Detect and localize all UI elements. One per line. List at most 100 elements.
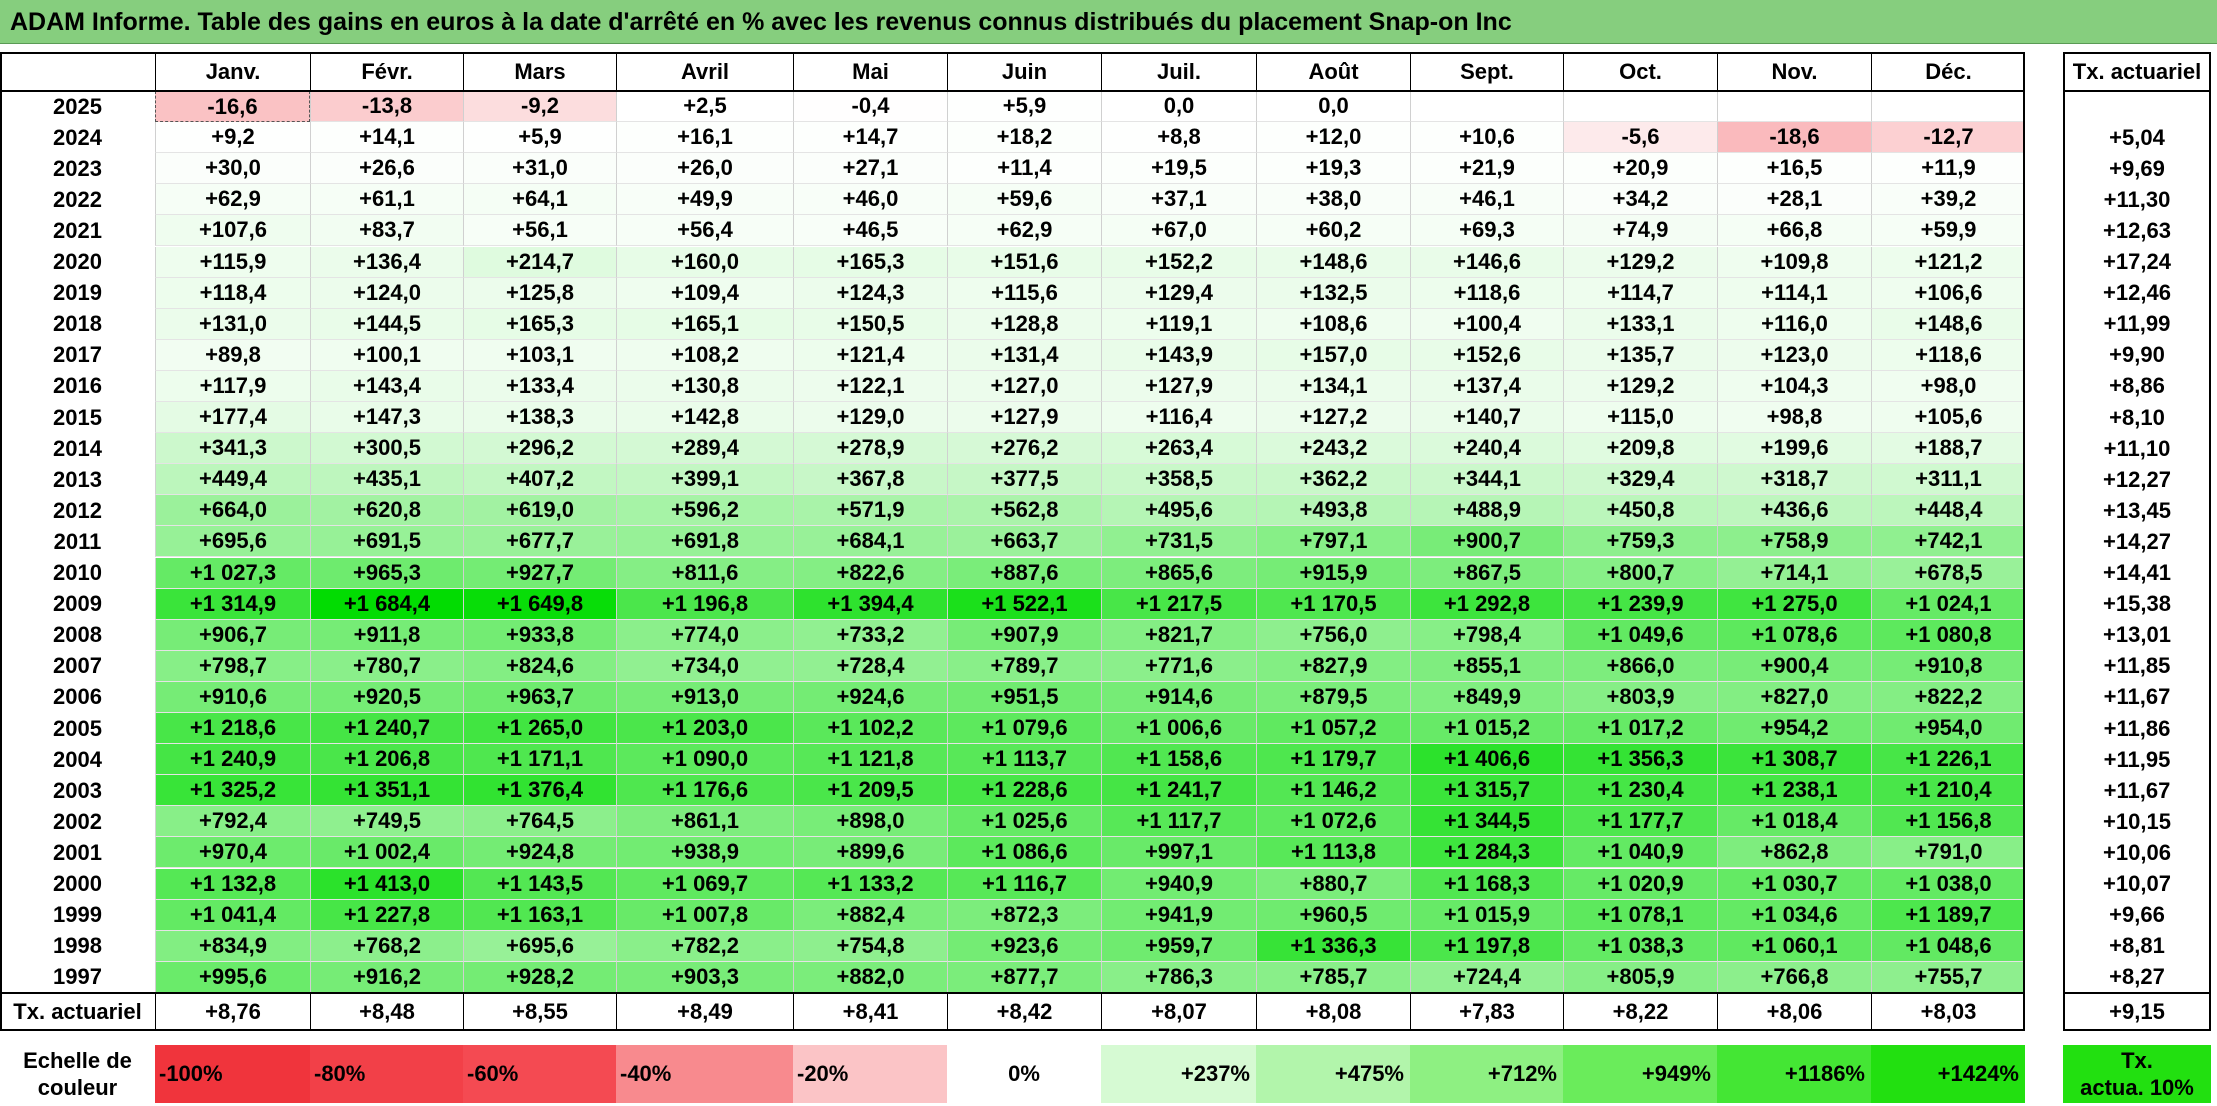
value-cell: +118,4 [155, 277, 310, 309]
value-cell: +1 027,3 [155, 557, 310, 589]
value-cell: +16,5 [1717, 153, 1871, 185]
value-cell: +5,9 [947, 91, 1101, 123]
rate-cell [2063, 91, 2211, 122]
value-cell: +124,3 [793, 277, 947, 309]
rate-cell: +8,81 [2109, 933, 2165, 959]
rate-cell: +9,69 [2109, 155, 2165, 181]
value-cell: +130,8 [616, 370, 793, 402]
value-cell: +960,5 [1256, 899, 1410, 931]
value-cell: +970,4 [155, 837, 310, 869]
value-cell: +344,1 [1410, 464, 1563, 496]
value-cell: +1 006,6 [1101, 713, 1256, 745]
month-header: Avril [616, 52, 793, 91]
color-scale-step: 0% [947, 1045, 1101, 1103]
value-cell: +1 049,6 [1563, 619, 1717, 651]
value-cell: +142,8 [616, 402, 793, 434]
value-cell: +1 018,4 [1717, 806, 1871, 838]
value-cell: +811,6 [616, 557, 793, 589]
value-cell: +1 086,6 [947, 837, 1101, 869]
value-cell: +61,1 [310, 184, 463, 216]
value-cell: +124,0 [310, 277, 463, 309]
year-label: 2019 [53, 280, 102, 306]
value-cell: +923,6 [947, 930, 1101, 962]
month-header: Juil. [1101, 52, 1256, 91]
value-cell: +910,8 [1871, 650, 2025, 682]
value-cell: +74,9 [1563, 215, 1717, 247]
value-cell: +318,7 [1717, 464, 1871, 496]
value-cell [1563, 91, 1717, 123]
value-cell: +1 196,8 [616, 588, 793, 620]
value-cell: -18,6 [1717, 122, 1871, 154]
value-cell: +146,6 [1410, 246, 1563, 278]
value-cell: +1 080,8 [1871, 619, 2025, 651]
color-scale-step: +1424% [1871, 1045, 2025, 1103]
color-scale-rate-line1: Tx. [2121, 1048, 2153, 1073]
value-cell: +115,9 [155, 246, 310, 278]
value-cell: +827,9 [1256, 650, 1410, 682]
value-cell: +131,4 [947, 339, 1101, 371]
value-cell: +1 038,3 [1563, 930, 1717, 962]
year-label: 2013 [53, 466, 102, 492]
value-cell: +734,0 [616, 650, 793, 682]
value-cell: +1 090,0 [616, 744, 793, 776]
value-cell: +104,3 [1717, 370, 1871, 402]
value-cell: +39,2 [1871, 184, 2025, 216]
value-cell: +127,0 [947, 370, 1101, 402]
value-cell: +133,4 [463, 370, 616, 402]
value-cell: +900,7 [1410, 526, 1563, 558]
value-cell: +1 238,1 [1717, 775, 1871, 807]
year-label: 2011 [53, 528, 102, 554]
value-cell: +684,1 [793, 526, 947, 558]
year-label: 2007 [53, 653, 102, 679]
value-cell: +26,6 [310, 153, 463, 185]
value-cell: +46,0 [793, 184, 947, 216]
value-cell: +165,3 [793, 246, 947, 278]
value-cell: +98,8 [1717, 402, 1871, 434]
value-cell: +798,4 [1410, 619, 1563, 651]
value-cell: +827,0 [1717, 681, 1871, 713]
value-cell: +488,9 [1410, 495, 1563, 527]
value-cell: +768,2 [310, 930, 463, 962]
footer-value: +8,55 [463, 992, 616, 1031]
value-cell: +116,4 [1101, 402, 1256, 434]
value-cell: +924,6 [793, 681, 947, 713]
value-cell: +822,6 [793, 557, 947, 589]
value-cell: +109,8 [1717, 246, 1871, 278]
value-cell: +132,5 [1256, 277, 1410, 309]
footer-value: +7,83 [1410, 992, 1563, 1031]
year-label: 2002 [53, 808, 102, 834]
value-cell: +1 113,7 [947, 744, 1101, 776]
value-cell: +289,4 [616, 433, 793, 465]
value-cell: +1 158,6 [1101, 744, 1256, 776]
year-label: 2024 [53, 124, 102, 150]
value-cell: +1 078,6 [1717, 619, 1871, 651]
value-cell: +98,0 [1871, 370, 2025, 402]
value-cell: +188,7 [1871, 433, 2025, 465]
value-cell: +906,7 [155, 619, 310, 651]
value-cell: +276,2 [947, 433, 1101, 465]
value-cell: +450,8 [1563, 495, 1717, 527]
month-header: Mai [793, 52, 947, 91]
value-cell: +1 240,7 [310, 713, 463, 745]
value-cell: +240,4 [1410, 433, 1563, 465]
value-cell: +786,3 [1101, 961, 1256, 993]
value-cell: +664,0 [155, 495, 310, 527]
month-header: Janv. [155, 52, 310, 91]
value-cell: +1 228,6 [947, 775, 1101, 807]
value-cell: +1 406,6 [1410, 744, 1563, 776]
value-cell: +1 025,6 [947, 806, 1101, 838]
value-cell: +129,4 [1101, 277, 1256, 309]
value-cell: +1 078,1 [1563, 899, 1717, 931]
value-cell: +12,0 [1256, 122, 1410, 154]
value-cell: +62,9 [947, 215, 1101, 247]
value-cell: +66,8 [1717, 215, 1871, 247]
rate-cell: +12,46 [2103, 280, 2171, 306]
value-cell: +38,0 [1256, 184, 1410, 216]
value-cell: +1 206,8 [310, 744, 463, 776]
value-cell: +1 060,1 [1717, 930, 1871, 962]
value-cell: +59,6 [947, 184, 1101, 216]
year-label: 2023 [53, 155, 102, 181]
value-cell: +1 265,0 [463, 713, 616, 745]
footer-value: +8,76 [155, 992, 310, 1031]
value-cell: +1 292,8 [1410, 588, 1563, 620]
